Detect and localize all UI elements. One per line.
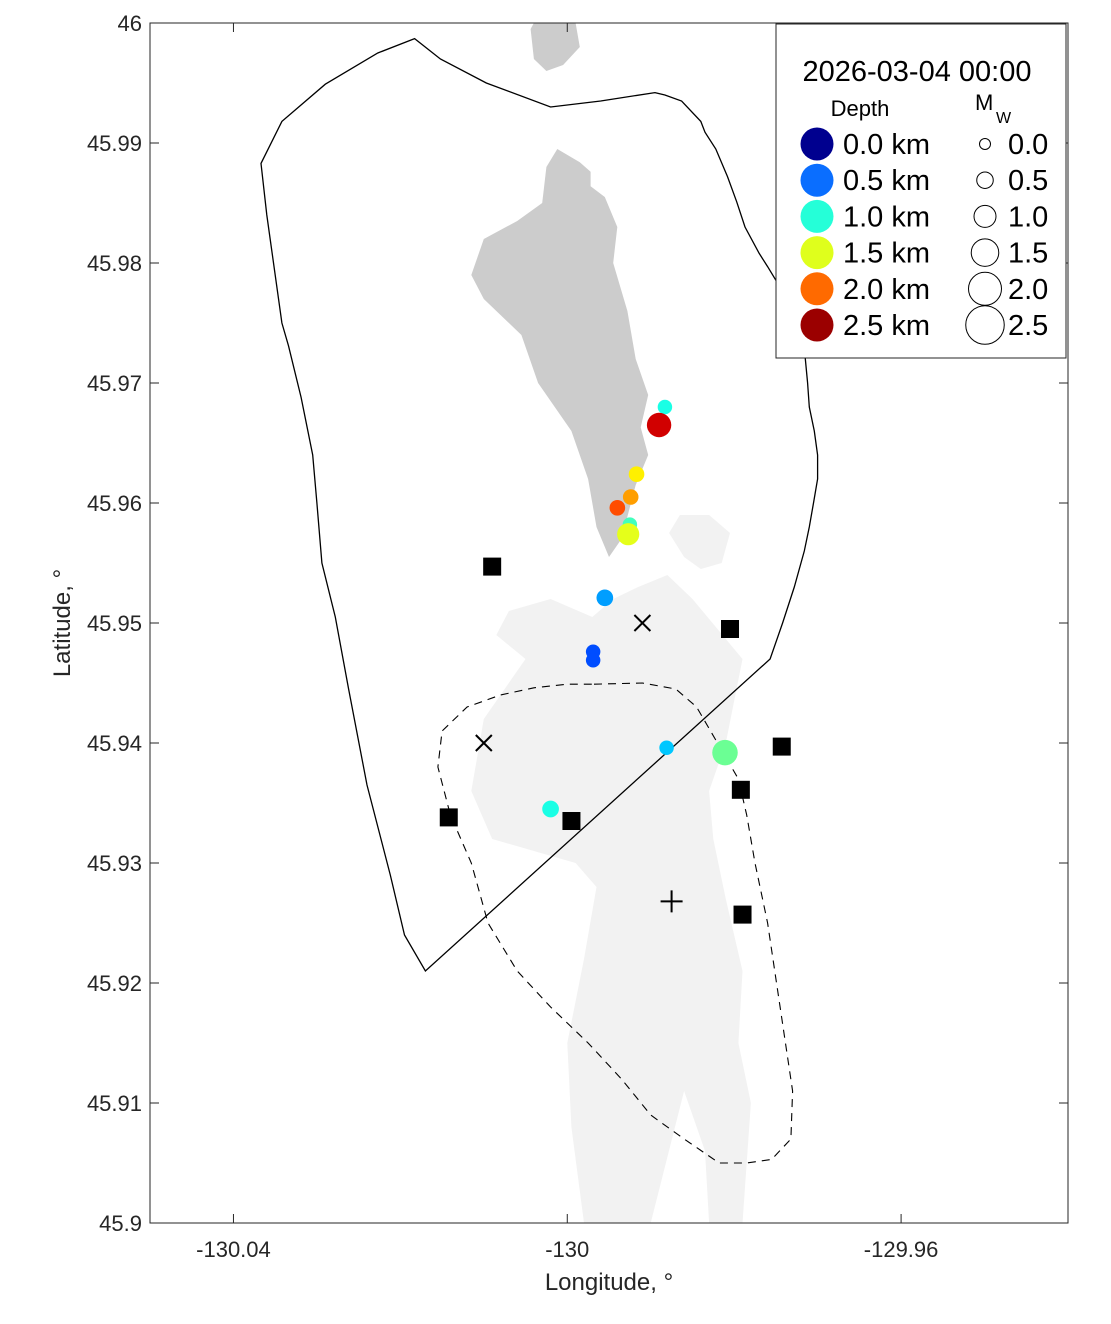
earthquake-point: [617, 523, 640, 546]
earthquake-point: [659, 740, 674, 756]
legend: 2026-03-04 00:00 Depth M W 0.0 km 0.5 km 1…: [775, 23, 1067, 359]
y-tick-label: 45.98: [87, 251, 142, 276]
station-square-marker: [483, 557, 502, 576]
station-square-marker: [439, 808, 458, 827]
legend-depth-swatch: [800, 308, 834, 342]
bathymetry-dark-region: [471, 149, 649, 557]
legend-magnitude-swatch: [965, 305, 1005, 345]
bathymetry-dark-layer: [471, 23, 649, 557]
x-axis-label: Longitude, °: [545, 1269, 673, 1296]
earthquakes-layer: [542, 399, 738, 818]
y-tick-label: 45.96: [87, 491, 142, 516]
legend-magnitude-label: 0.0: [1008, 129, 1048, 161]
x-tick-label: -130: [545, 1237, 589, 1262]
bathymetry-dark-region: [530, 23, 580, 71]
legend-depth-label: 2.5 km: [843, 310, 930, 342]
legend-magnitude-swatch: [968, 271, 1002, 306]
station-square-marker: [562, 812, 581, 830]
station-square-marker: [772, 737, 791, 756]
earthquake-point: [657, 399, 673, 415]
boundary-lines-layer: [260, 37, 819, 1164]
station-square-marker: [733, 905, 752, 924]
bathymetry-light-region: [471, 575, 751, 1223]
earthquake-point: [628, 466, 645, 483]
legend-magnitude-label: 2.0: [1008, 274, 1048, 306]
outer-boundary-line: [260, 37, 819, 973]
legend-magnitude-swatch: [979, 138, 991, 150]
legend-mw-header: M: [975, 90, 993, 115]
y-tick-label: 45.97: [87, 371, 142, 396]
legend-depth-label: 0.5 km: [843, 165, 930, 197]
legend-depth-header: Depth: [831, 96, 890, 121]
legend-depth-swatch: [800, 236, 834, 270]
earthquake-point: [712, 739, 738, 766]
x-marker: [633, 614, 652, 632]
station-square-marker: [731, 780, 750, 799]
legend-magnitude-label: 1.0: [1008, 201, 1048, 233]
x-marker: [475, 734, 493, 752]
legend-mw-subscript: W: [996, 110, 1012, 127]
y-tick-label: 45.94: [87, 731, 142, 756]
earthquake-point: [542, 800, 559, 818]
earthquake-point: [609, 500, 626, 516]
legend-magnitude-label: 1.5: [1008, 238, 1048, 270]
reference-markers-layer: [475, 614, 683, 913]
earthquake-point: [585, 652, 601, 668]
legend-title: 2026-03-04 00:00: [803, 56, 1032, 88]
stations-layer: [439, 557, 791, 924]
y-axis-label: Latitude, °: [49, 569, 76, 677]
y-tick-label: 45.93: [87, 851, 142, 876]
legend-magnitude-label: 0.5: [1008, 165, 1048, 197]
bathymetry-light-region: [669, 515, 730, 569]
earthquake-point: [622, 489, 639, 505]
legend-depth-label: 1.5 km: [843, 238, 930, 270]
y-tick-label: 45.95: [87, 611, 142, 636]
bathymetry-light-layer: [471, 515, 751, 1223]
y-tick-label: 45.9: [99, 1211, 142, 1236]
legend-depth-swatch: [800, 272, 834, 306]
y-tick-label: 45.92: [87, 971, 142, 996]
plus-marker: [660, 890, 683, 913]
y-tick-label: 45.91: [87, 1091, 142, 1116]
legend-entries: 0.0 km 0.5 km 1.0 km 1.5 km 2.0 km 2.5 km 0.0 0…: [800, 127, 1048, 345]
legend-depth-label: 0.0 km: [843, 129, 930, 161]
legend-depth-swatch: [800, 199, 834, 233]
legend-magnitude-swatch: [970, 238, 1000, 267]
axis-ticks: -130.04 -130 -129.96 45.9 45.91 45.92 45.93 45.…: [87, 11, 1068, 1262]
earthquake-point: [596, 589, 614, 607]
legend-magnitude-label: 2.5: [1008, 310, 1048, 342]
x-tick-label: -129.96: [864, 1237, 939, 1262]
legend-magnitude-swatch: [973, 204, 997, 228]
x-tick-label: -130.04: [196, 1237, 271, 1262]
legend-depth-swatch: [800, 163, 834, 197]
legend-depth-label: 2.0 km: [843, 274, 930, 306]
earthquake-point: [646, 412, 672, 438]
y-tick-label: 45.99: [87, 131, 142, 156]
legend-depth-label: 1.0 km: [843, 201, 930, 233]
legend-depth-swatch: [800, 127, 834, 161]
y-tick-label: 46: [118, 11, 142, 36]
legend-magnitude-swatch: [976, 171, 994, 189]
station-square-marker: [721, 620, 740, 638]
